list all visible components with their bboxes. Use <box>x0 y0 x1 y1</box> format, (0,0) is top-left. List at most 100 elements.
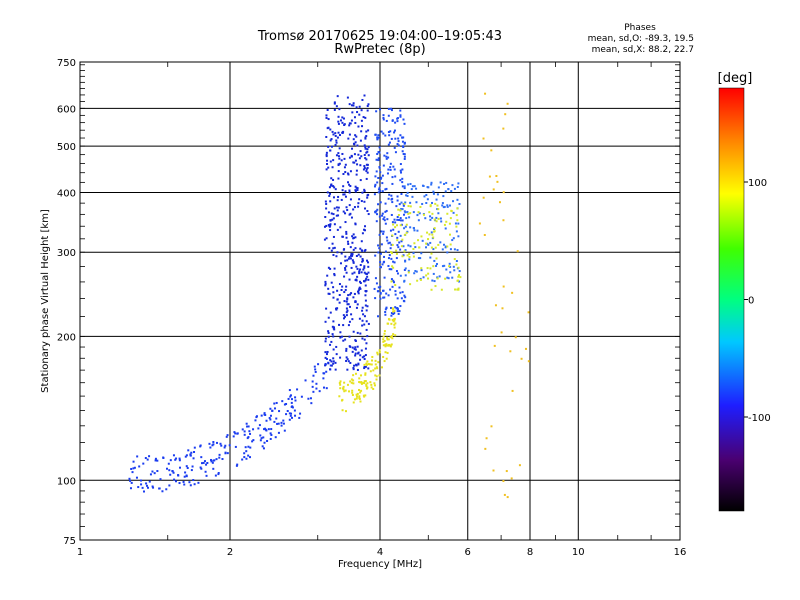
data-point <box>400 193 403 196</box>
data-point <box>367 322 370 325</box>
data-point <box>200 456 203 459</box>
data-point <box>234 445 237 448</box>
data-point <box>430 181 433 184</box>
data-point <box>406 211 409 214</box>
data-point <box>343 124 346 127</box>
data-point <box>372 369 375 372</box>
data-point <box>357 253 360 256</box>
data-point <box>442 206 445 209</box>
data-point <box>393 311 396 314</box>
data-point <box>492 188 495 191</box>
data-point <box>456 185 459 188</box>
data-point <box>332 213 335 216</box>
data-point <box>446 204 449 207</box>
data-point <box>317 363 320 366</box>
data-point <box>443 182 446 185</box>
data-point <box>391 243 394 246</box>
data-point <box>446 212 449 215</box>
data-point <box>350 254 353 257</box>
data-point <box>376 351 379 354</box>
data-point <box>353 143 356 146</box>
data-point <box>428 211 431 214</box>
data-point <box>455 230 458 233</box>
data-point <box>379 108 382 111</box>
data-point <box>363 355 366 358</box>
data-point <box>410 188 413 191</box>
data-point <box>337 120 340 123</box>
data-point <box>404 201 407 204</box>
data-point <box>392 228 395 231</box>
data-point <box>386 239 389 242</box>
data-point <box>185 475 188 478</box>
data-point <box>275 417 278 420</box>
data-point <box>367 363 370 366</box>
data-point <box>313 365 316 368</box>
data-point <box>289 395 292 398</box>
data-point <box>359 150 362 153</box>
data-point <box>356 189 359 192</box>
data-point <box>505 470 508 473</box>
data-point <box>346 309 349 312</box>
data-point <box>364 147 367 150</box>
data-point <box>382 118 385 121</box>
data-point <box>142 490 145 493</box>
data-point <box>340 399 343 402</box>
data-point <box>365 342 368 345</box>
data-point <box>389 247 392 250</box>
data-point <box>168 469 171 472</box>
data-point <box>399 169 402 172</box>
data-point <box>353 206 356 209</box>
data-point <box>332 357 335 360</box>
data-point <box>355 393 358 396</box>
data-point <box>339 356 342 359</box>
data-point <box>351 350 354 353</box>
data-point <box>358 395 361 398</box>
data-point <box>344 255 347 258</box>
data-point <box>358 397 361 400</box>
data-point <box>384 351 387 354</box>
data-point <box>400 208 403 211</box>
data-point <box>437 208 440 211</box>
data-point <box>377 188 380 191</box>
data-point <box>390 137 393 140</box>
data-point <box>327 266 330 269</box>
data-point <box>132 467 135 470</box>
data-point <box>329 229 332 232</box>
data-point <box>332 362 335 365</box>
data-point <box>391 119 394 122</box>
data-point <box>199 445 202 448</box>
colorbar-label: [deg] <box>718 71 753 86</box>
data-point <box>371 355 374 358</box>
data-point <box>435 257 438 260</box>
data-point <box>327 330 330 333</box>
data-point <box>384 202 387 205</box>
data-point <box>262 447 265 450</box>
data-point <box>394 221 397 224</box>
data-point <box>356 267 359 270</box>
data-point <box>451 184 454 187</box>
data-point <box>365 383 368 386</box>
data-point <box>354 189 357 192</box>
data-point <box>364 248 367 251</box>
data-point <box>263 413 266 416</box>
data-point <box>407 205 410 208</box>
data-point <box>344 195 347 198</box>
data-point <box>333 108 336 111</box>
data-point <box>342 387 345 390</box>
data-point <box>430 201 433 204</box>
data-point <box>396 307 399 310</box>
data-point <box>138 465 141 468</box>
data-point <box>347 137 350 140</box>
data-point <box>355 254 358 257</box>
data-point <box>387 143 390 146</box>
data-point <box>329 128 332 131</box>
data-point <box>129 479 132 482</box>
data-point <box>373 193 376 196</box>
data-point <box>451 239 454 242</box>
data-point <box>336 199 339 202</box>
data-point <box>440 288 443 291</box>
data-point <box>366 259 369 262</box>
data-point <box>451 276 454 279</box>
data-point <box>441 204 444 207</box>
data-point <box>190 451 193 454</box>
